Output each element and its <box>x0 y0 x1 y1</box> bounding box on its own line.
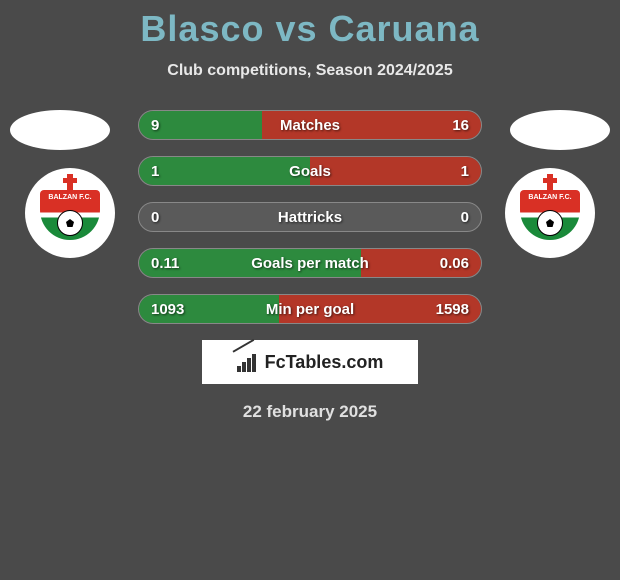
soccer-ball-icon <box>537 210 563 236</box>
comparison-infographic: Blasco vs Caruana Club competitions, Sea… <box>0 0 620 422</box>
stat-label: Hattricks <box>139 203 481 231</box>
stat-label: Goals per match <box>139 249 481 277</box>
soccer-ball-icon <box>57 210 83 236</box>
brand-box: FcTables.com <box>202 340 418 384</box>
date-label: 22 february 2025 <box>0 402 620 422</box>
club-badge-right: BALZAN F.C. <box>505 168 595 258</box>
stats-area: BALZAN F.C. BALZAN F.C. 916Matches 11Goal… <box>0 110 620 422</box>
player-portrait-right <box>510 110 610 150</box>
brand-label: FcTables.com <box>265 352 384 373</box>
bar-chart-icon <box>237 352 259 372</box>
club-badge-left: BALZAN F.C. <box>25 168 115 258</box>
stat-row: 10931598Min per goal <box>138 294 482 324</box>
stat-bars: 916Matches 11Goals 00Hattricks 0.110.06Goal… <box>138 110 482 324</box>
stat-row: 916Matches <box>138 110 482 140</box>
stat-row: 11Goals <box>138 156 482 186</box>
stat-row: 00Hattricks <box>138 202 482 232</box>
page-subtitle: Club competitions, Season 2024/2025 <box>0 62 620 80</box>
player-portrait-left <box>10 110 110 150</box>
stat-label: Matches <box>139 111 481 139</box>
stat-row: 0.110.06Goals per match <box>138 248 482 278</box>
stat-label: Goals <box>139 157 481 185</box>
stat-label: Min per goal <box>139 295 481 323</box>
page-title: Blasco vs Caruana <box>0 8 620 50</box>
